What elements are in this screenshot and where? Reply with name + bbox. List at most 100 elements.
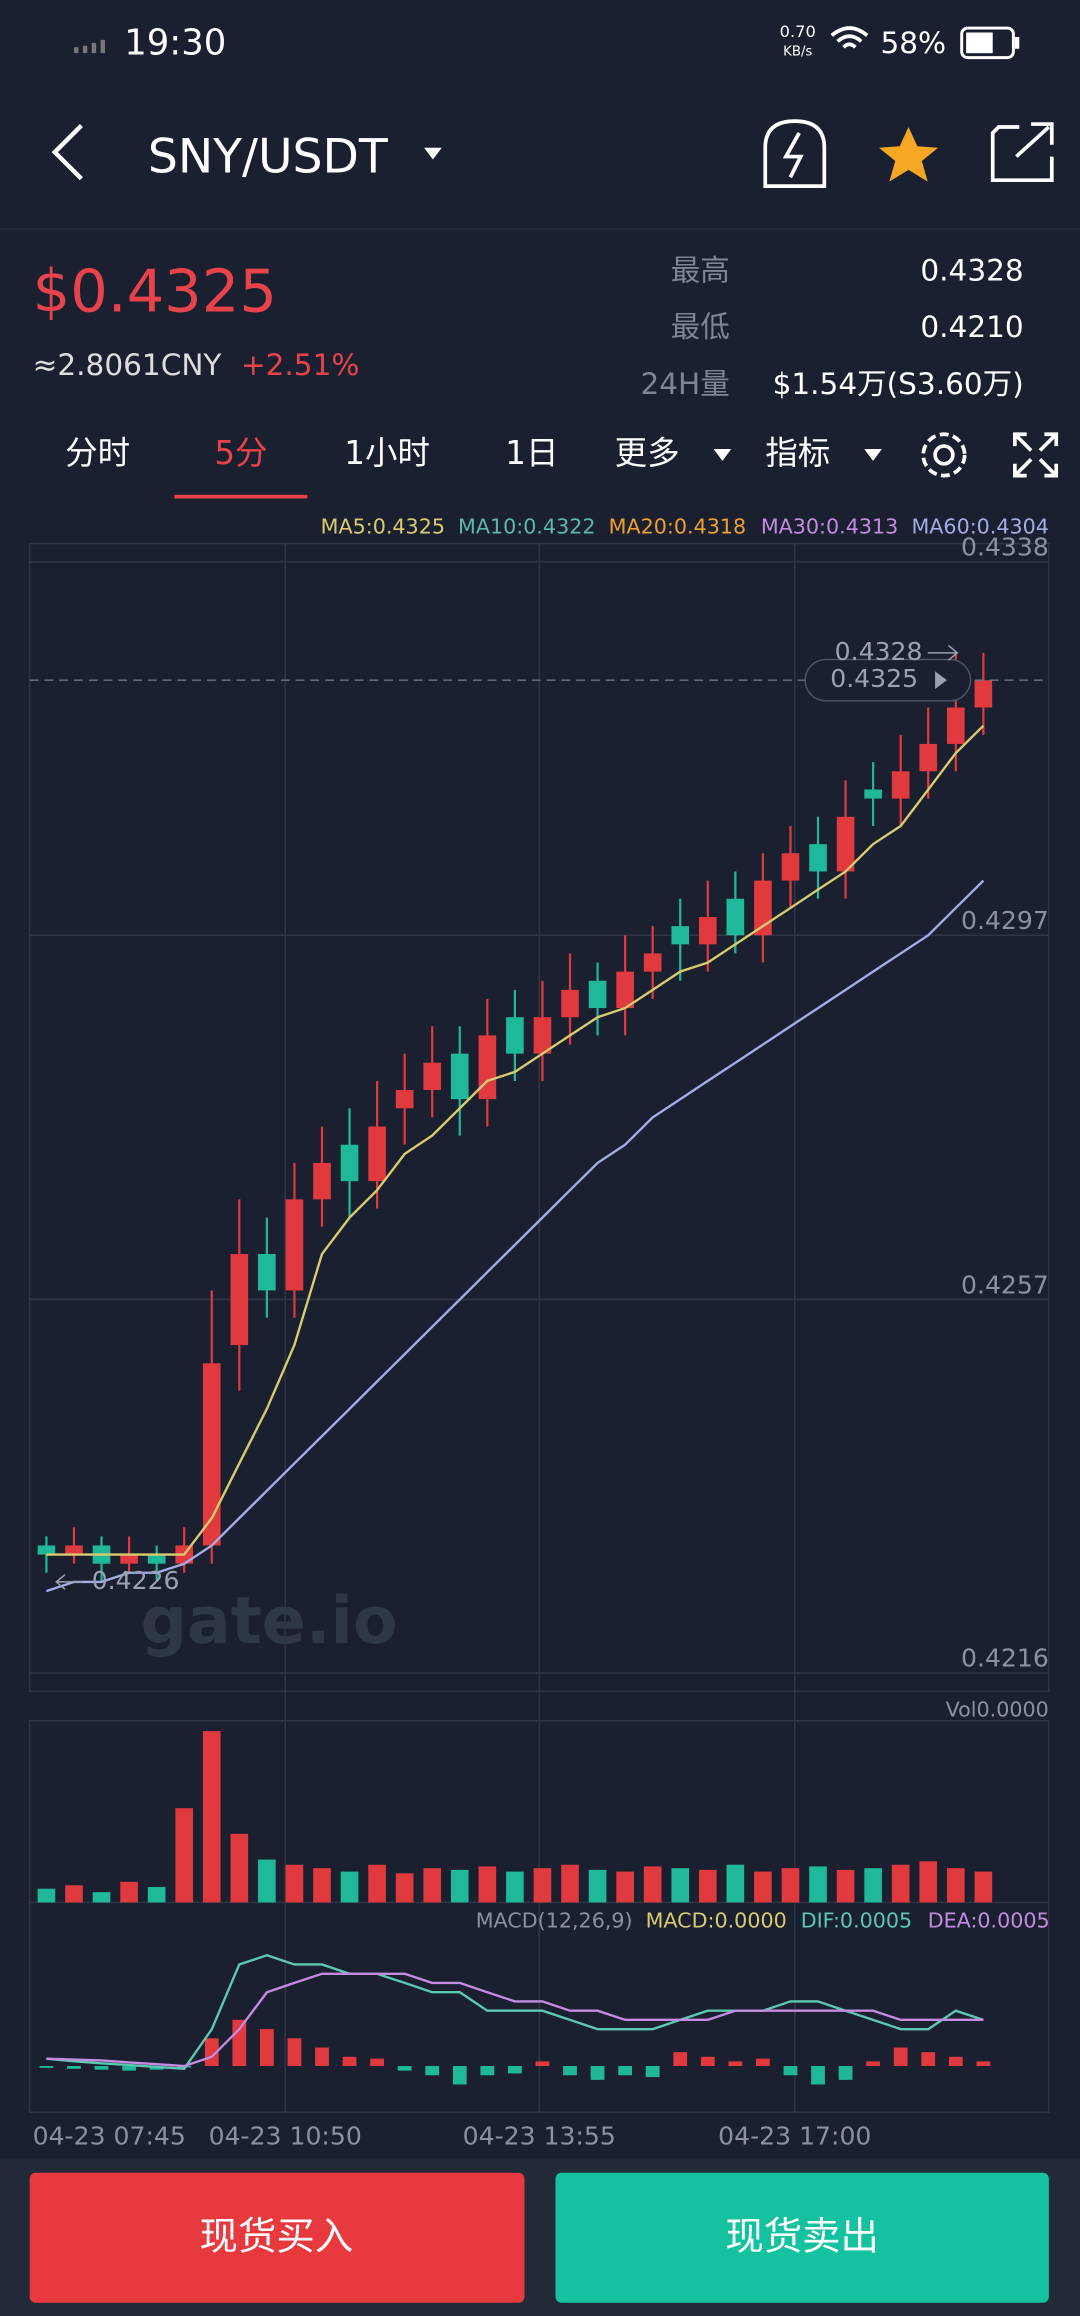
wifi-icon <box>830 26 869 49</box>
volume-bar <box>809 1866 827 1903</box>
volume-bar <box>588 1869 607 1903</box>
last-price-tag <box>804 658 972 702</box>
back-button[interactable] <box>51 123 83 181</box>
macd-bar <box>397 2066 412 2071</box>
macd-legend: DIF:0.0005 <box>801 1909 913 1933</box>
candle-body <box>230 1254 249 1346</box>
tab[interactable]: 1日 <box>505 434 558 472</box>
status-time: 19:30 <box>124 22 226 63</box>
macd-bar <box>756 2058 770 2067</box>
last-price-label: 0.4325 <box>830 664 918 693</box>
low-marker: 0.4226 <box>92 1566 180 1595</box>
macd-bar <box>452 2066 467 2085</box>
volume-bar <box>836 1869 855 1903</box>
x-tick-label: 04-23 10:50 <box>209 2121 362 2150</box>
signal-icon <box>73 39 106 54</box>
tab[interactable]: 指标 <box>765 434 830 472</box>
candle-body <box>809 844 827 872</box>
macd-bar <box>259 2029 274 2067</box>
ma-line <box>46 724 985 1556</box>
macd-bar <box>976 2061 991 2067</box>
pair-dropdown[interactable] <box>424 147 442 160</box>
volume-bar <box>230 1833 249 1903</box>
volume-bar <box>974 1871 993 1903</box>
pair-title[interactable]: SNY/USDT <box>148 130 388 185</box>
macd-bar <box>783 2066 798 2076</box>
tab[interactable]: 1小时 <box>344 434 430 472</box>
macd-legend: MACD(12,26,9) <box>476 1909 633 1933</box>
macd-bar <box>370 2058 384 2067</box>
stat-value: $1.54万(S3.60万) <box>773 367 1024 401</box>
favorite-button[interactable] <box>878 127 939 182</box>
candle-body <box>561 989 579 1018</box>
candle-body <box>258 1254 276 1291</box>
macd-legend: MACD:0.0000 <box>646 1909 787 1933</box>
candle-body <box>313 1162 331 1200</box>
stat-label: 24H量 <box>640 367 729 401</box>
tab[interactable]: 5分 <box>214 434 267 472</box>
macd-bar <box>480 2066 495 2076</box>
sell-button[interactable] <box>555 2172 1049 2303</box>
volume-bar <box>506 1871 524 1903</box>
volume-bar <box>313 1868 331 1903</box>
ma-legend: MA60:0.4304 <box>911 514 1048 538</box>
macd-bar <box>866 2061 881 2067</box>
ma-legend: MA10:0.4322 <box>458 514 595 538</box>
high-arrow <box>927 644 959 661</box>
candle-body <box>754 880 772 936</box>
tab[interactable]: 更多 <box>615 434 680 472</box>
macd-bar <box>728 2061 743 2067</box>
macd-bar <box>39 2066 54 2068</box>
candle-body <box>478 1035 497 1100</box>
volume-bar <box>175 1808 194 1903</box>
volume-bar <box>258 1859 276 1903</box>
candle-body <box>919 743 938 772</box>
ma-line <box>46 879 985 1593</box>
volume-bar <box>92 1892 111 1903</box>
macd-bar <box>342 2056 357 2067</box>
fullscreen-button[interactable] <box>1013 432 1059 478</box>
alert-button[interactable] <box>763 119 827 188</box>
volume-bar <box>698 1869 717 1903</box>
candle-body <box>423 1062 442 1091</box>
candle-body <box>340 1144 359 1182</box>
candle-body <box>395 1090 414 1109</box>
ma-legend: MA20:0.4318 <box>609 514 746 538</box>
candle-body <box>781 853 800 881</box>
buy-label[interactable]: 现货买入 <box>200 2215 354 2260</box>
low-arrow <box>55 1573 83 1590</box>
vertical-grid <box>284 543 796 2113</box>
x-tick-label: 04-23 07:45 <box>33 2121 186 2150</box>
stat-label: 最高 <box>671 253 730 287</box>
more-dropdown[interactable] <box>713 449 732 461</box>
macd-bar <box>535 2061 550 2067</box>
x-tick-label: 04-23 13:55 <box>463 2121 616 2150</box>
macd-bar <box>893 2047 908 2067</box>
candle-body <box>65 1545 83 1555</box>
volume-bar <box>726 1864 745 1903</box>
volume-bar <box>450 1869 469 1903</box>
macd-bar <box>287 2038 302 2067</box>
volume-bar <box>368 1864 386 1903</box>
share-button[interactable] <box>990 122 1054 183</box>
candle-body <box>147 1554 166 1564</box>
indicator-dropdown[interactable] <box>864 449 882 461</box>
last-price: $0.4325 <box>33 257 277 326</box>
volume-bar <box>202 1731 221 1903</box>
candle-body <box>836 816 855 872</box>
macd-bar <box>590 2066 605 2080</box>
macd-bar <box>508 2066 522 2074</box>
volume-bar <box>561 1864 579 1903</box>
macd-bar <box>921 2052 936 2067</box>
candle-body <box>974 680 993 708</box>
macd-bar <box>563 2066 577 2076</box>
tab[interactable]: 分时 <box>65 434 130 472</box>
sell-label[interactable]: 现货卖出 <box>725 2215 879 2260</box>
candle-body <box>285 1199 304 1291</box>
candle-body <box>726 898 745 936</box>
buy-button[interactable] <box>29 2172 525 2303</box>
macd-bar <box>673 2052 688 2067</box>
stat-label: 最低 <box>671 310 730 344</box>
settings-button[interactable] <box>921 432 967 478</box>
